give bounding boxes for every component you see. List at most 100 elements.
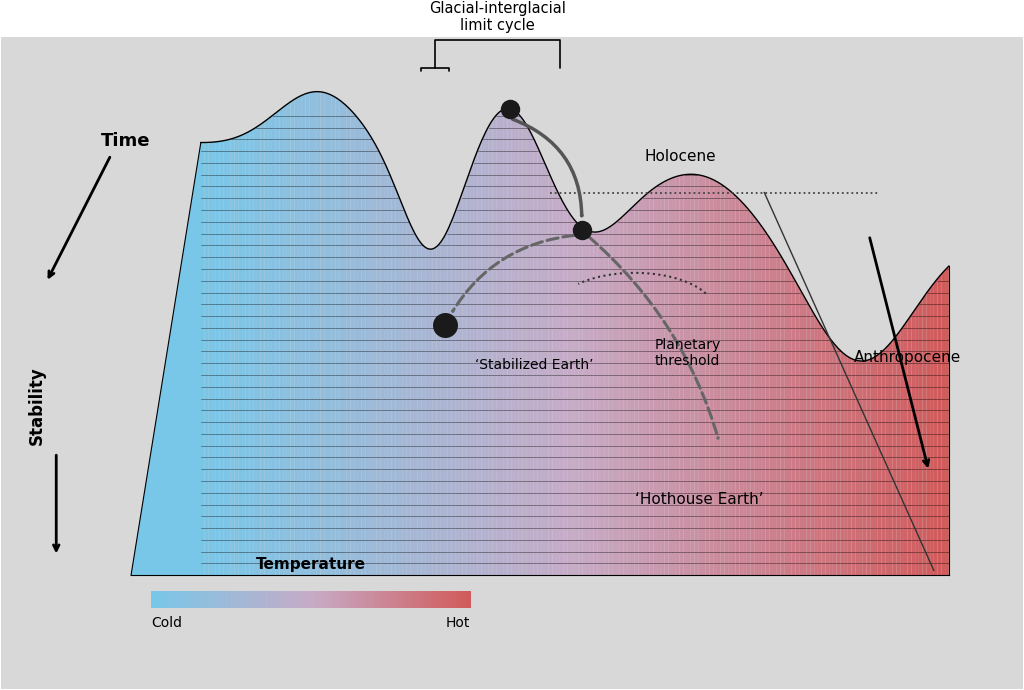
Bar [284,591,288,609]
Polygon shape [500,109,504,575]
Polygon shape [874,355,878,575]
Polygon shape [904,320,907,575]
Polygon shape [642,195,646,575]
Bar [329,591,333,609]
Bar [467,591,471,609]
Bar [228,591,231,609]
Polygon shape [205,142,208,575]
Bar [170,591,173,609]
Polygon shape [945,266,949,575]
Polygon shape [522,119,526,575]
Polygon shape [780,255,784,575]
Polygon shape [567,210,571,575]
Bar [369,591,373,609]
Polygon shape [788,268,792,575]
Polygon shape [844,354,848,575]
Bar [390,591,394,609]
Bar [332,591,336,609]
Polygon shape [455,202,459,575]
Bar [393,591,396,609]
Polygon shape [728,189,732,575]
Polygon shape [702,175,706,575]
Polygon shape [627,208,631,575]
Bar [430,591,434,609]
Polygon shape [724,186,728,575]
Polygon shape [758,221,762,575]
Bar [409,591,413,609]
Bar [395,591,399,609]
Polygon shape [347,106,350,575]
Polygon shape [339,100,343,575]
Bar [210,591,213,609]
Polygon shape [444,230,447,575]
Text: ‘Hothouse Earth’: ‘Hothouse Earth’ [635,492,764,507]
Bar [452,591,455,609]
FancyArrowPatch shape [513,119,582,216]
Polygon shape [291,99,294,575]
Polygon shape [328,94,332,575]
Polygon shape [833,342,837,575]
Polygon shape [605,228,608,575]
Polygon shape [691,175,694,575]
Polygon shape [713,179,717,575]
Bar [220,591,224,609]
Bar [401,591,404,609]
Bar [377,591,381,609]
Polygon shape [586,230,590,575]
Polygon shape [746,208,751,575]
Polygon shape [380,154,384,575]
Polygon shape [366,128,369,575]
Polygon shape [411,224,414,575]
Bar [353,591,356,609]
Polygon shape [515,111,519,575]
Polygon shape [837,346,841,575]
Polygon shape [433,247,436,575]
Polygon shape [635,201,638,575]
Polygon shape [223,140,227,575]
Bar [185,591,189,609]
Polygon shape [710,178,713,575]
Polygon shape [583,228,586,575]
Polygon shape [201,143,205,575]
Bar [194,591,198,609]
Polygon shape [900,326,904,575]
Bar [435,591,439,609]
Bar [446,591,450,609]
Bar [252,591,256,609]
Bar [157,591,160,609]
Bar [398,591,402,609]
Bar [279,591,283,609]
Bar [335,591,338,609]
Polygon shape [907,315,911,575]
Bar [348,591,351,609]
Polygon shape [264,119,268,575]
Polygon shape [305,92,309,575]
Bar [154,591,158,609]
Polygon shape [594,232,597,575]
Polygon shape [721,184,724,575]
Text: Temperature: Temperature [256,558,366,573]
Bar [276,591,280,609]
Polygon shape [325,92,328,575]
Bar [385,591,389,609]
FancyArrowPatch shape [453,235,574,311]
Polygon shape [234,137,239,575]
Polygon shape [694,175,698,575]
Bar [164,591,168,609]
Polygon shape [698,175,702,575]
Text: Anthropocene: Anthropocene [854,351,962,366]
Polygon shape [253,127,257,575]
Polygon shape [646,192,649,575]
Bar [358,591,362,609]
Bar [455,591,458,609]
Polygon shape [246,131,250,575]
Bar [162,591,165,609]
Bar [310,591,314,609]
Polygon shape [361,123,366,575]
Bar [273,591,276,609]
Text: Hot: Hot [445,616,470,630]
Bar [177,591,181,609]
Polygon shape [504,108,508,575]
Polygon shape [538,146,541,575]
Polygon shape [878,352,882,575]
